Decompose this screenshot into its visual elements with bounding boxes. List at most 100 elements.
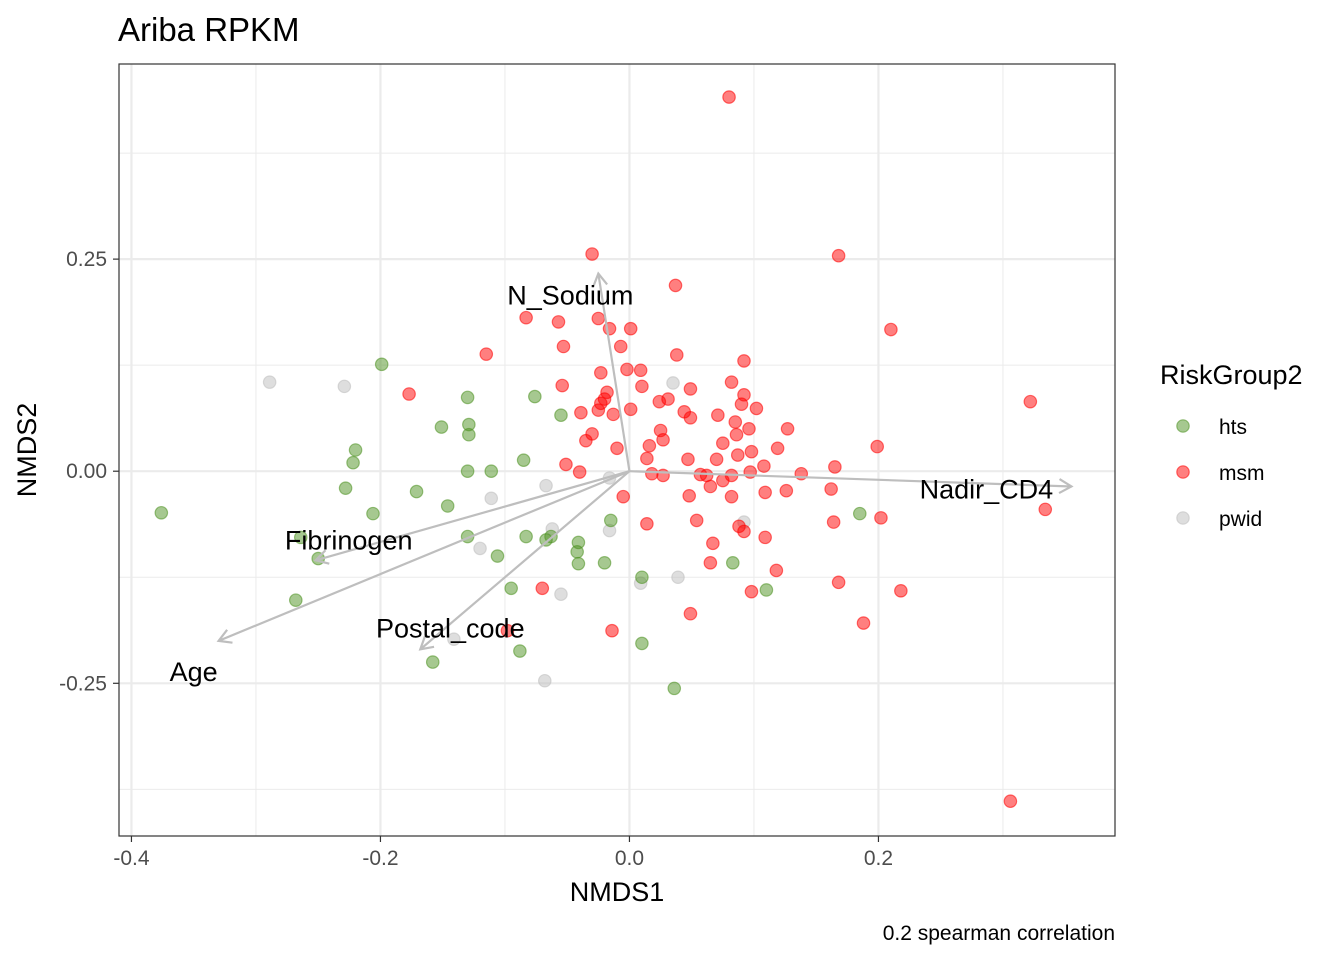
point-msm [894,584,908,598]
point-msm [682,489,697,503]
point-hts [484,464,499,479]
x-axis-title: NMDS1 [570,877,665,907]
legend-key-msm [1176,465,1190,479]
point-hts [462,427,476,442]
point-hts [513,644,527,658]
env-fit-vectors: N_Sodium Nadir_CD4 Fibrinogen Age Postal_cod… [170,271,1074,687]
point-msm [661,392,675,406]
point-msm [640,517,654,531]
point-msm [605,623,619,638]
point-msm [1038,502,1053,517]
point-msm [831,575,846,590]
point-msm [728,415,743,429]
point-hts [725,556,740,570]
vector-label: N_Sodium [507,281,633,311]
point-msm [856,616,871,630]
x-tick-label: 0.2 [864,847,893,870]
point-hts [597,556,612,570]
point-msm [574,405,588,420]
point-hts [440,499,455,513]
point-hts [635,570,649,585]
point-msm [616,489,631,504]
point-msm [824,482,838,496]
point-msm [585,247,599,261]
point-hts [338,481,353,495]
vector-arrowhead [1058,478,1074,495]
point-msm [724,375,739,389]
point-msm [594,365,608,380]
point-pwid [262,375,277,389]
point-hts [288,593,303,607]
point-pwid [539,478,553,493]
point-msm [479,347,494,361]
x-tick-label: -0.4 [113,847,150,870]
point-msm [716,436,730,451]
point-hts [759,583,774,597]
point-msm [535,581,550,596]
point-msm [656,468,670,483]
x-tick-label: -0.2 [362,847,398,870]
legend-label-pwid: pwid [1219,508,1262,531]
point-hts [293,530,308,545]
y-axis-ticks: -0.25 0.00 0.25 [59,248,119,695]
point-msm [709,452,724,467]
point-msm [681,452,695,467]
point-msm [623,321,638,336]
point-hts [528,389,542,404]
point-msm [556,339,571,354]
point-hts [434,420,449,434]
point-pwid [554,587,568,602]
point-msm [770,441,785,456]
point-msm [757,459,771,473]
point-msm [737,524,751,539]
point-hts [570,545,584,559]
vector-postal_code [419,470,631,651]
point-hts [425,655,440,669]
legend-title: RiskGroup2 [1160,360,1303,390]
legend-key-hts [1176,419,1190,433]
point-pwid [484,491,499,506]
point-pwid [447,632,461,646]
point-msm [551,315,566,329]
point-msm [613,339,628,354]
point-hts [852,506,867,521]
point-msm [683,410,698,425]
point-pwid [537,673,552,688]
point-hts [516,453,531,467]
point-msm [559,457,573,472]
point-hts [490,549,505,563]
point-msm [742,421,756,436]
point-hts [460,390,475,405]
point-msm [689,513,704,528]
y-tick-label: -0.25 [59,672,107,695]
y-axis-title: NMDS2 [12,403,42,498]
point-msm [683,382,698,396]
point-msm [749,401,764,416]
point-msm [779,483,794,498]
point-msm [703,479,718,494]
point-msm [591,403,606,417]
point-hts [519,529,533,544]
point-msm [500,623,515,638]
point-msm [579,433,593,448]
point-msm [683,606,698,621]
point-msm [656,433,670,447]
chart-title: Ariba RPKM [118,11,300,48]
point-msm [826,515,841,529]
point-msm [729,427,744,442]
point-msm [706,536,720,551]
vector-arrowhead [313,549,330,565]
point-msm [722,90,736,104]
x-axis-ticks: -0.4 -0.2 0.0 0.2 [113,836,893,870]
point-msm [884,322,898,337]
point-msm [730,448,745,462]
point-msm [591,311,606,326]
data-points [154,90,1053,809]
point-msm [669,348,684,362]
point-hts [409,484,424,499]
chart-caption: 0.2 spearman correlation [883,922,1115,945]
plot-panel-border [118,63,1116,837]
vector-age [218,470,630,642]
point-pwid [666,376,680,390]
